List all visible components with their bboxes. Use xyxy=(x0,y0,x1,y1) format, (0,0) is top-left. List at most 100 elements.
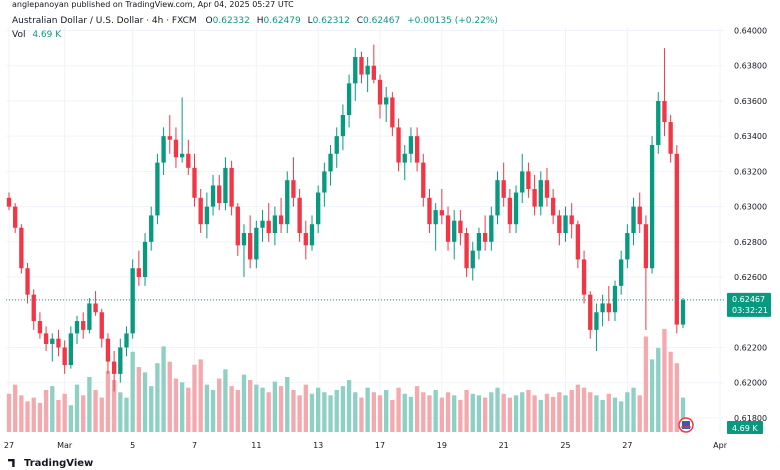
volume-bar xyxy=(68,405,73,432)
volume-bar xyxy=(433,389,438,432)
volume-bar xyxy=(186,387,191,432)
candle-body xyxy=(377,79,383,105)
y-axis-tick-label: 0.62800 xyxy=(734,238,767,247)
candle-body xyxy=(625,233,630,260)
volume-bar xyxy=(179,382,185,432)
ohlc-high-value: 0.62479 xyxy=(263,16,301,26)
candle-body xyxy=(680,299,686,325)
candle-body xyxy=(476,233,482,251)
volume-tag-value: 4.69 K xyxy=(732,424,758,433)
candle-body xyxy=(316,192,321,225)
volume-bar xyxy=(365,387,370,432)
candle-body xyxy=(223,167,228,204)
candle-body xyxy=(130,268,135,334)
candle-body xyxy=(149,215,154,242)
volume-bar xyxy=(204,384,210,432)
volume-bar xyxy=(408,396,414,432)
volume-bar xyxy=(520,392,525,432)
candle-body xyxy=(452,220,457,242)
candle-body xyxy=(266,220,271,234)
volume-bar xyxy=(390,399,395,432)
candle-body xyxy=(643,224,649,269)
candle-body xyxy=(649,144,655,269)
candle-body xyxy=(402,153,407,163)
candle-body xyxy=(526,171,531,189)
candle-body xyxy=(532,189,537,207)
candle-body xyxy=(489,215,494,242)
last-price-tag xyxy=(727,292,771,317)
candle-body xyxy=(414,136,420,163)
x-axis-tick-label: 7 xyxy=(192,441,197,450)
volume-bar xyxy=(674,363,679,432)
candle-body xyxy=(674,153,679,325)
volume-bar xyxy=(619,401,624,432)
ohlc-high-label: H xyxy=(256,16,264,26)
volume-bar xyxy=(680,397,686,432)
volume-bar xyxy=(501,393,506,432)
volume-bar xyxy=(550,396,556,432)
volume-bar xyxy=(217,378,222,432)
candle-body xyxy=(241,233,247,246)
publisher-line: anglepanoyan published on TradingView.co… xyxy=(12,0,294,9)
candle-body xyxy=(229,167,234,207)
volume-bar xyxy=(13,384,18,432)
volume-bar xyxy=(489,392,494,432)
volume-bar xyxy=(25,401,30,432)
candle-body xyxy=(136,268,142,278)
candle-body xyxy=(445,215,451,242)
candle-body xyxy=(662,100,667,123)
volume-bar xyxy=(625,392,630,432)
volume-bar xyxy=(37,402,43,432)
candle-body xyxy=(594,312,599,330)
volume-bar xyxy=(19,395,24,432)
candle-body xyxy=(482,233,488,242)
volume-bar xyxy=(353,392,358,432)
volume-bar xyxy=(563,395,568,432)
us-flag-icon-canton xyxy=(682,421,690,429)
y-axis-tick-label: 0.61800 xyxy=(734,414,767,423)
x-axis-tick-label: 5 xyxy=(130,441,135,450)
volume-bar xyxy=(495,387,500,432)
candle-body xyxy=(198,197,203,225)
candle-body xyxy=(340,115,346,137)
volume-bar xyxy=(538,399,543,432)
candle-body xyxy=(124,333,129,348)
volume-bar xyxy=(247,380,253,432)
volume-bar xyxy=(427,395,432,432)
tradingview-logo[interactable]: TradingView xyxy=(8,458,93,469)
candle-body xyxy=(520,171,525,193)
candle-body xyxy=(99,312,104,339)
y-axis-tick-label: 0.63400 xyxy=(734,132,767,141)
volume-bar xyxy=(476,395,482,432)
candle-body xyxy=(538,180,543,207)
volume-bar xyxy=(130,351,135,432)
candle-body xyxy=(260,220,265,228)
candle-body xyxy=(186,153,191,168)
volume-bar xyxy=(482,397,488,432)
candle-body xyxy=(303,233,308,246)
volume-bar xyxy=(668,351,673,432)
volume-bar xyxy=(155,363,160,432)
candle-body xyxy=(365,65,370,75)
candle-body xyxy=(210,185,216,207)
candle-body xyxy=(43,333,49,344)
volume-bar xyxy=(278,386,284,432)
x-axis-tick-label: 25 xyxy=(560,441,570,450)
volume-bar xyxy=(56,399,61,432)
x-axis-tick-label: 21 xyxy=(499,441,509,450)
symbol-title[interactable]: Australian Dollar / U.S. Dollar · 4h · F… xyxy=(12,16,197,26)
candle-body xyxy=(93,303,98,313)
volume-bar xyxy=(396,387,401,432)
volume-bar xyxy=(223,369,228,432)
volume-bar xyxy=(81,395,86,432)
volume-bar xyxy=(266,392,271,432)
volume-bar xyxy=(340,386,346,432)
candle-body xyxy=(155,162,160,216)
candle-body xyxy=(390,97,395,128)
candle-body xyxy=(384,97,389,105)
candle-body xyxy=(656,100,661,145)
volume-tag xyxy=(727,421,763,434)
volume-value: 4.69 K xyxy=(32,30,62,40)
